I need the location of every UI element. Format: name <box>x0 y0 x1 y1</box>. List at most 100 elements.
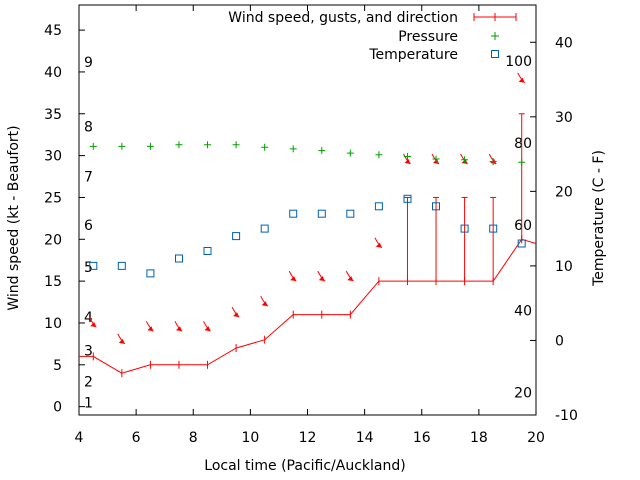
arrow-head <box>518 77 525 83</box>
y-axis-label: Wind speed (kt - Beaufort) <box>6 125 22 310</box>
pressure-point <box>518 158 526 166</box>
arrow-head <box>290 276 297 282</box>
y2-tick-label: 30 <box>555 110 573 126</box>
beaufort-label: 6 <box>84 218 93 234</box>
legend-label-wind: Wind speed, gusts, and direction <box>228 10 458 26</box>
y-tick-label: 30 <box>44 149 62 165</box>
pressure-point <box>232 141 240 149</box>
beaufort-label: 9 <box>84 55 93 71</box>
temperature-point <box>517 239 526 248</box>
arrow-head <box>404 159 411 164</box>
legend-label-pressure: Pressure <box>398 29 458 45</box>
temperature-point <box>117 261 126 270</box>
x-tick-label: 18 <box>470 430 488 446</box>
temperature-point <box>89 261 98 270</box>
wind-direction-arrow <box>203 321 211 332</box>
x-tick-label: 6 <box>132 430 141 446</box>
temperature-point <box>317 209 326 218</box>
temperature-point <box>232 232 241 241</box>
y2-tick-label: 0 <box>555 333 564 349</box>
beaufort-label: 1 <box>84 395 93 411</box>
arrow-head <box>233 312 240 318</box>
arrow-head <box>318 276 325 282</box>
pressure-point <box>204 141 212 149</box>
temperature-point <box>289 209 298 218</box>
temperature-point <box>432 202 440 211</box>
legend-key-pressure <box>491 32 499 40</box>
arrow-head <box>147 326 154 332</box>
pressure-point <box>432 155 440 163</box>
fahrenheit-label: 80 <box>514 136 532 152</box>
pressure-point <box>346 149 354 157</box>
pressure-point <box>89 142 97 150</box>
wind-direction-arrow <box>288 270 297 282</box>
legend: Wind speed, gusts, and direction Pressur… <box>228 10 517 63</box>
y-tick-label: 40 <box>44 65 62 81</box>
x-tick-label: 14 <box>356 430 374 446</box>
arrow-head <box>118 338 125 344</box>
pressure-point <box>175 141 183 149</box>
temperature-point <box>489 224 498 233</box>
temperature-point <box>146 269 155 278</box>
arrow-head <box>347 276 354 282</box>
wind-direction-arrow <box>317 270 326 282</box>
x-tick-label: 4 <box>75 430 84 446</box>
y-tick-label: 15 <box>44 274 62 290</box>
beaufort-label: 8 <box>84 119 93 135</box>
y-tick-label: 10 <box>44 316 62 332</box>
arrow-head <box>176 326 182 332</box>
pressure-point <box>289 145 297 153</box>
temperature-point <box>203 247 212 255</box>
x-tick-label: 10 <box>241 430 259 446</box>
wind-direction-arrow <box>260 295 269 307</box>
arrow-head <box>90 322 97 328</box>
y-tick-label: 0 <box>53 400 62 416</box>
fahrenheit-label: 60 <box>514 218 532 234</box>
pressure-point <box>489 157 497 165</box>
temperature-point <box>374 202 383 211</box>
y2-tick-label: 20 <box>555 184 573 200</box>
x-tick-label: 8 <box>189 430 198 446</box>
temperature-point <box>346 209 355 218</box>
pressure-point <box>146 142 154 150</box>
arrow-head <box>375 242 382 248</box>
y-tick-label: 20 <box>44 232 62 248</box>
pressure-point <box>261 143 269 151</box>
wind-direction-arrow <box>345 270 354 282</box>
plot-frame <box>78 4 537 416</box>
beaufort-label: 7 <box>84 170 93 186</box>
wind-speed-line <box>79 238 537 374</box>
y2-tick-label: 10 <box>555 259 573 275</box>
wind-direction-arrow <box>174 321 183 332</box>
wind-direction-arrow <box>403 153 411 165</box>
x-tick-label: 16 <box>413 430 431 446</box>
fahrenheit-label: 40 <box>514 304 532 320</box>
temperature-point <box>460 224 469 233</box>
y-tick-label: 35 <box>44 107 62 123</box>
beaufort-label: 2 <box>84 375 93 391</box>
pressure-point <box>461 156 469 164</box>
axes-layer: 4 6 8 10 12 14 16 18 20051015202530354045-100102… <box>44 4 578 446</box>
wind-direction-arrow <box>374 237 383 249</box>
wind-direction-arrow <box>88 316 97 328</box>
fahrenheit-label: 100 <box>505 54 532 70</box>
pressure-point <box>403 152 411 160</box>
series-layer <box>79 72 537 378</box>
y-tick-label: 5 <box>53 358 62 374</box>
temperature-point <box>175 254 183 263</box>
x-axis-label: Local time (Pacific/Auckland) <box>204 458 405 474</box>
x-tick-label: 12 <box>299 430 317 446</box>
legend-key-temperature <box>491 50 499 58</box>
beaufort-label: 4 <box>84 310 93 326</box>
y-tick-label: 45 <box>44 23 62 39</box>
pressure-point <box>118 142 126 150</box>
arrow-head <box>261 301 268 307</box>
beaufort-label: 5 <box>84 260 93 276</box>
legend-label-temperature: Temperature <box>368 47 458 63</box>
wind-direction-arrow <box>145 321 154 332</box>
y2-tick-label: -10 <box>555 408 578 424</box>
pressure-point <box>318 147 326 155</box>
pressure-point <box>375 151 383 159</box>
legend-key-wind <box>473 13 517 21</box>
